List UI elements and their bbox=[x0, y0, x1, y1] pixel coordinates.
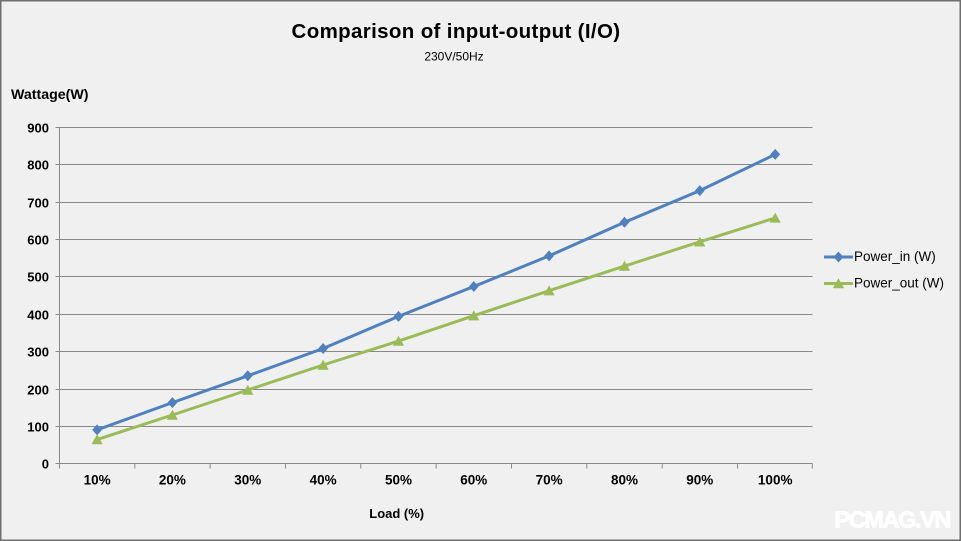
svg-text:90%: 90% bbox=[686, 473, 713, 488]
svg-text:Wattage(W): Wattage(W) bbox=[11, 87, 89, 103]
svg-text:Power_out (W): Power_out (W) bbox=[854, 276, 944, 291]
svg-text:800: 800 bbox=[27, 158, 49, 173]
svg-text:50%: 50% bbox=[385, 473, 412, 488]
svg-text:600: 600 bbox=[27, 233, 49, 248]
svg-text:500: 500 bbox=[27, 270, 49, 285]
svg-text:80%: 80% bbox=[611, 473, 638, 488]
svg-text:230V/50Hz: 230V/50Hz bbox=[424, 50, 483, 64]
svg-text:700: 700 bbox=[27, 196, 49, 211]
svg-text:Power_in (W): Power_in (W) bbox=[854, 249, 936, 264]
svg-text:10%: 10% bbox=[84, 473, 111, 488]
svg-text:20%: 20% bbox=[159, 473, 186, 488]
svg-text:Comparison of input-output (I/: Comparison of input-output (I/O) bbox=[292, 20, 621, 43]
svg-text:100%: 100% bbox=[758, 473, 793, 488]
svg-text:60%: 60% bbox=[460, 473, 487, 488]
svg-text:PCMAG.VN: PCMAG.VN bbox=[835, 507, 951, 533]
svg-text:0: 0 bbox=[42, 457, 49, 472]
svg-text:70%: 70% bbox=[536, 473, 563, 488]
svg-text:40%: 40% bbox=[310, 473, 337, 488]
svg-text:200: 200 bbox=[27, 383, 49, 398]
svg-text:30%: 30% bbox=[234, 473, 261, 488]
svg-text:Load (%): Load (%) bbox=[369, 506, 424, 521]
svg-text:400: 400 bbox=[27, 308, 49, 323]
svg-text:300: 300 bbox=[27, 345, 49, 360]
svg-text:100: 100 bbox=[27, 420, 49, 435]
svg-text:900: 900 bbox=[27, 121, 49, 136]
